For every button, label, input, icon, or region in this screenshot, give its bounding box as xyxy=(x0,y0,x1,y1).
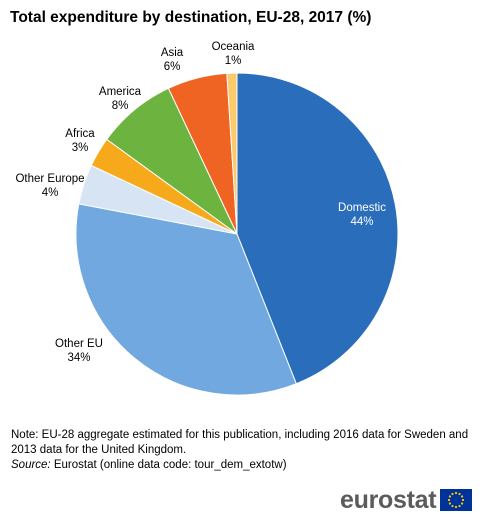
flag-star xyxy=(455,505,458,509)
slice-label-domestic: Domestic 44% xyxy=(338,202,386,228)
flag-star xyxy=(449,502,452,505)
slice-label-asia: Asia 6% xyxy=(161,47,184,73)
pie-slice-other-eu xyxy=(75,203,297,396)
pie-slice-domestic xyxy=(236,72,399,385)
flag-star xyxy=(449,495,452,498)
flag-star xyxy=(451,492,454,496)
slice-label-africa: Africa 3% xyxy=(65,128,95,154)
source-label: Source: xyxy=(11,459,51,471)
flag-star xyxy=(461,502,464,505)
flag-star xyxy=(455,491,458,495)
pie-chart: Domestic 44% Other EU 34% Other Europe 4% Afri… xyxy=(15,41,399,396)
eurostat-logo: eurostat xyxy=(340,485,473,514)
slice-label-oceania: Oceania 1% xyxy=(212,41,255,67)
footnote: Note: EU-28 aggregate estimated for this… xyxy=(11,429,469,456)
flag-star xyxy=(448,498,451,502)
chart-title: Total expenditure by destination, EU-28,… xyxy=(10,9,372,26)
flag-background xyxy=(440,489,473,511)
flag-star xyxy=(462,498,465,502)
slice-label-other-europe: Other Europe 4% xyxy=(15,173,84,199)
flag-star xyxy=(461,495,464,498)
eurostat-wordmark: eurostat xyxy=(340,485,437,514)
flag-star xyxy=(458,504,461,508)
pie-slice-oceania xyxy=(226,72,238,235)
flag-star xyxy=(458,492,461,496)
source-text: Eurostat (online data code: tour_dem_ext… xyxy=(50,459,287,471)
slice-label-america: America 8% xyxy=(99,86,142,112)
eu-flag-icon xyxy=(440,489,473,511)
flag-star xyxy=(451,504,454,508)
source-line: Source: Eurostat (online data code: tour… xyxy=(11,459,287,471)
slice-label-other-eu: Other EU 34% xyxy=(55,338,103,364)
